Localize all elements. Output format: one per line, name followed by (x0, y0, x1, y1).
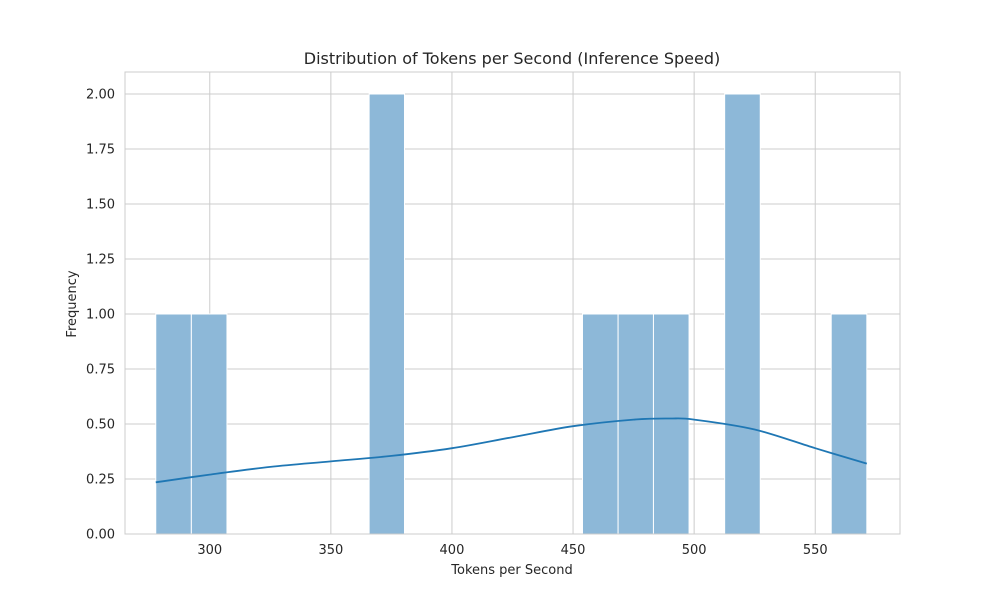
plot-frame (124, 71, 901, 535)
chart-title: Distribution of Tokens per Second (Infer… (304, 49, 720, 68)
x-tick-label: 400 (440, 543, 465, 558)
histogram-bar (368, 93, 405, 535)
y-tick-label: 1.25 (86, 253, 115, 268)
x-tick-label: 450 (561, 543, 586, 558)
histogram-bar (830, 313, 868, 535)
y-tick-label: 0.50 (86, 418, 115, 433)
histogram-bar (190, 313, 228, 535)
histogram-bars (155, 93, 868, 535)
x-tick-label: 350 (318, 543, 343, 558)
histogram-bar (617, 313, 654, 535)
x-axis-label: Tokens per Second (450, 563, 572, 578)
x-tick-label: 550 (803, 543, 828, 558)
y-tick-label: 1.50 (86, 198, 115, 213)
kde-curve-group (155, 417, 868, 484)
y-tick-label: 0.25 (86, 473, 115, 488)
y-tick-label: 0.00 (86, 528, 115, 543)
x-tick-label: 300 (197, 543, 222, 558)
y-tick-label: 1.00 (86, 308, 115, 323)
grid (125, 72, 900, 535)
histogram-bar (652, 313, 690, 535)
y-tick-label: 1.75 (86, 143, 115, 158)
y-tick-label: 2.00 (86, 88, 115, 103)
y-axis-label: Frequency (65, 270, 80, 337)
histogram-bar (724, 93, 761, 535)
y-axis-ticks: 0.00 0.25 0.50 0.75 1.00 1.25 1.50 1.75 2.00 (86, 88, 115, 543)
kde-curve (155, 417, 868, 484)
histogram-bar (155, 313, 192, 535)
x-axis-ticks: 300 350 400 450 500 550 (197, 543, 827, 558)
y-tick-label: 0.75 (86, 363, 115, 378)
x-tick-label: 500 (682, 543, 707, 558)
